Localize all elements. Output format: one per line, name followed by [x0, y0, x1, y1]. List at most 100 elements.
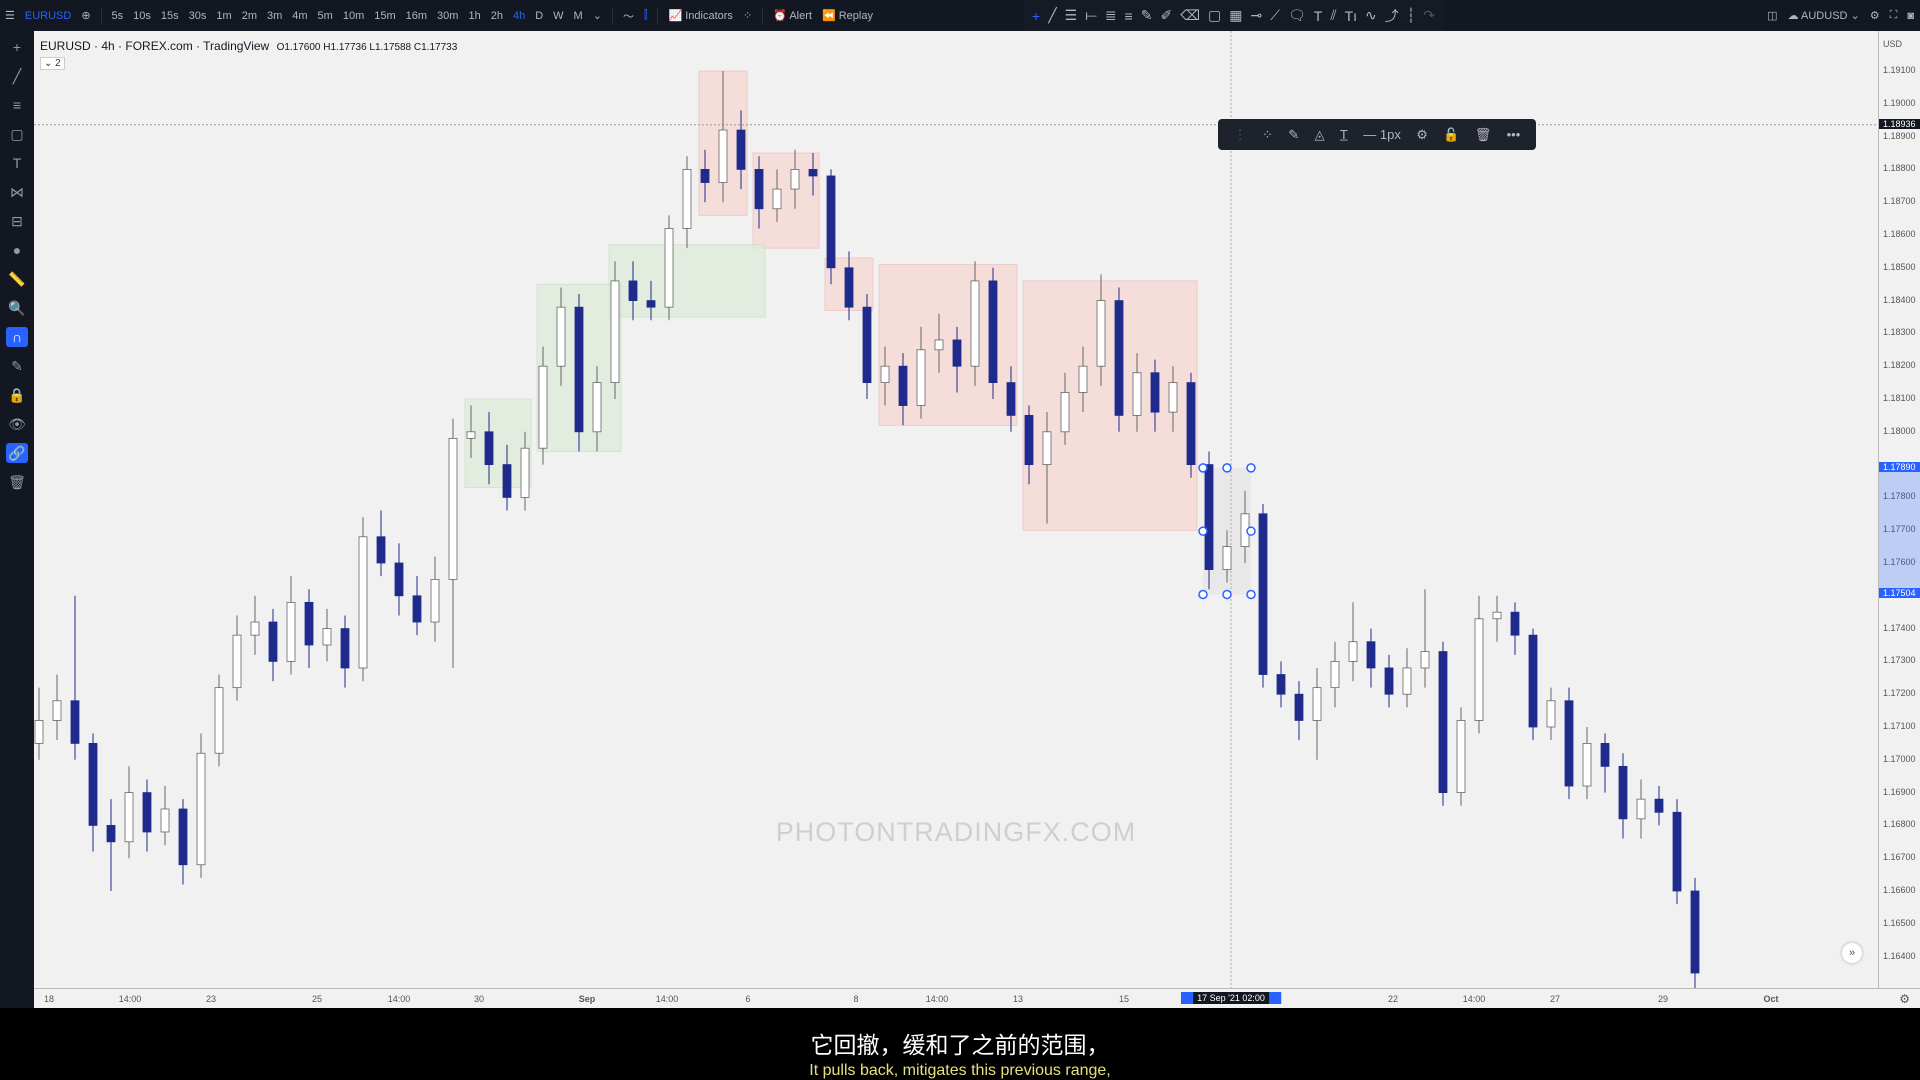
crosshair-icon[interactable]: + [12, 39, 22, 55]
forecast-icon[interactable]: ⊟ [11, 213, 23, 229]
redo-icon[interactable]: ↷ [1423, 7, 1435, 23]
fib-icon[interactable]: ≡ [12, 97, 22, 113]
measure-icon[interactable]: ⟋ [1270, 7, 1280, 23]
lock-icon[interactable]: 🔒 [8, 387, 26, 403]
fib-icon[interactable]: ≣ [1104, 7, 1117, 23]
candle-body [70, 700, 80, 744]
path-icon[interactable]: ∿ [1365, 7, 1377, 23]
fib-channel-icon[interactable]: ≡ [1124, 7, 1133, 24]
alert-button[interactable]: ⏰ Alert [773, 10, 812, 22]
rectangle-icon[interactable]: ▢ [1207, 7, 1222, 23]
chevron-down-icon[interactable]: ⌄ [592, 10, 602, 22]
drag-handle-icon[interactable]: ⋮ [1233, 126, 1247, 142]
fill-color-icon[interactable]: ◬ [1314, 126, 1325, 142]
trash-icon[interactable]: 🗑 [8, 474, 26, 490]
line-chart-icon[interactable]: 〜 [622, 10, 634, 23]
text-color-icon[interactable]: T̲ [1339, 127, 1348, 142]
zoom-icon[interactable]: 🔍 [8, 300, 26, 316]
fullscreen-icon[interactable]: ⛶ [1889, 9, 1898, 21]
interval-30s[interactable]: 30s [188, 9, 207, 22]
interval-30m[interactable]: 30m [437, 9, 459, 22]
eraser-icon[interactable]: ⌫ [1180, 7, 1200, 23]
camera-icon[interactable]: ◙ [1907, 9, 1914, 22]
resize-handle[interactable] [1222, 589, 1232, 600]
resize-handle[interactable] [1198, 526, 1208, 536]
resize-handle[interactable] [1198, 589, 1208, 600]
interval-4m[interactable]: 4m [292, 9, 308, 22]
interval-15m[interactable]: 15m [374, 9, 396, 22]
interval-5m[interactable]: 5m [317, 9, 333, 22]
ray-icon[interactable]: ⫽ [1330, 7, 1337, 23]
vertical-line-icon[interactable]: ┆ [1406, 7, 1416, 23]
more-icon[interactable]: ••• [1506, 127, 1521, 142]
price-axis[interactable]: USD 1.19100 1.19000 1.18900 1.18800 1.18700 1… [1878, 31, 1920, 1008]
trendline-icon[interactable]: ╱ [1048, 7, 1057, 23]
trendline-icon[interactable]: ╱ [12, 68, 22, 84]
interval-10s[interactable]: 10s [133, 9, 151, 22]
brush-icon[interactable]: ✎ [1140, 7, 1153, 23]
interval-3m[interactable]: 3m [266, 9, 283, 22]
candle-body [1042, 431, 1052, 465]
settings-icon[interactable]: ⚙ [1869, 10, 1880, 22]
curve-icon[interactable]: ⤴ [1384, 7, 1399, 24]
menu-icon[interactable]: ☰ [5, 10, 15, 22]
interval-D[interactable]: D [535, 9, 544, 22]
magnet-icon[interactable]: ∩ [6, 327, 28, 347]
line-color-icon[interactable]: ✎ [1288, 126, 1300, 142]
candles-icon[interactable]: ⫿ [643, 9, 648, 21]
text-icon[interactable]: T [1313, 7, 1323, 24]
interval-W[interactable]: W [553, 9, 564, 22]
horizontal-ray-icon[interactable]: ⟝ [1085, 7, 1097, 23]
interval-2m[interactable]: 2m [241, 9, 257, 22]
scroll-to-latest-button[interactable]: » [1842, 943, 1862, 963]
template-icon[interactable]: ⁘ [1262, 126, 1273, 142]
trash-icon[interactable]: 🗑 [1474, 126, 1492, 142]
settings-icon[interactable]: ⚙ [1416, 126, 1428, 142]
layout-icon[interactable]: ◫ [1767, 10, 1778, 22]
eye-icon[interactable]: 👁 [8, 416, 26, 432]
templates-icon[interactable]: ⁘ [742, 10, 753, 22]
resize-handle[interactable] [1198, 463, 1208, 473]
parallel-lines-icon[interactable]: ☰ [1064, 7, 1078, 23]
interval-10m[interactable]: 10m [342, 9, 365, 22]
text-icon[interactable]: T [12, 155, 22, 171]
unlock-icon[interactable]: 🔓 [1443, 126, 1460, 142]
link-icon[interactable]: 🔗 [6, 443, 28, 463]
interval-5s[interactable]: 5s [111, 9, 124, 22]
interval-M[interactable]: M [573, 9, 583, 22]
replay-button[interactable]: ⏪ Replay [821, 10, 873, 22]
candlestick-chart[interactable] [34, 31, 1878, 988]
crosshair-icon[interactable]: + [1032, 7, 1041, 24]
stay-drawing-icon[interactable]: ✎ [11, 358, 23, 374]
indicators-collapse-toggle[interactable]: ⌄ 2 [40, 57, 65, 70]
time-label: 8 [853, 994, 859, 1004]
compare-symbol[interactable]: ☁ AUDUSD ⌄ [1787, 10, 1860, 22]
shapes-icon[interactable]: ● [12, 242, 22, 258]
callout-icon[interactable]: 🗨 [1288, 7, 1306, 23]
text-note-icon[interactable]: Tı [1344, 7, 1358, 24]
grid-icon[interactable]: ▦ [1229, 7, 1243, 23]
indicators-button[interactable]: 📈 Indicators [668, 10, 733, 22]
rectangle-icon[interactable]: ▢ [10, 126, 24, 142]
resize-handle[interactable] [1246, 526, 1256, 536]
price-label: 1.16500 [1883, 917, 1916, 928]
resize-handle[interactable] [1246, 463, 1256, 473]
horizontal-line-icon[interactable]: ⊸ [1250, 7, 1263, 23]
pattern-icon[interactable]: ⋈ [10, 184, 24, 200]
axis-settings-icon[interactable]: ⚙ [1899, 992, 1910, 1006]
pen-icon[interactable]: ✐ [1160, 7, 1173, 23]
interval-2h[interactable]: 2h [490, 9, 503, 22]
interval-1h[interactable]: 1h [468, 9, 481, 22]
interval-4h[interactable]: 4h [512, 9, 526, 22]
resize-handle[interactable] [1222, 463, 1232, 473]
symbol-search[interactable]: EURUSD [24, 9, 72, 22]
resize-handle[interactable] [1246, 589, 1256, 600]
add-symbol-icon[interactable]: ⊕ [81, 10, 91, 22]
ruler-icon[interactable]: 📏 [8, 271, 26, 287]
chart-pane[interactable]: EURUSD · 4h · FOREX.com · TradingView O1… [34, 31, 1878, 988]
interval-16m[interactable]: 16m [405, 9, 428, 22]
interval-15s[interactable]: 15s [160, 9, 179, 22]
line-width-button[interactable]: — 1px [1363, 127, 1401, 142]
interval-1m[interactable]: 1m [216, 9, 232, 22]
time-axis[interactable]: ⚙ 18 14:00 23 25 14:00 30 Sep 14:00 6 8 14:00 13 15 2… [34, 988, 1920, 1008]
